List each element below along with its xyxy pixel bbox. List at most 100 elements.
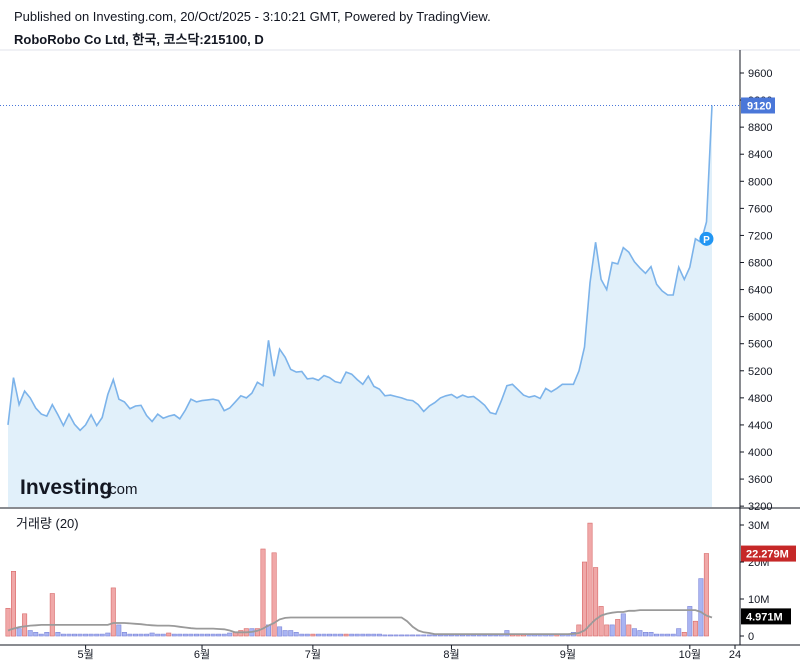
instrument-title: RoboRobo Co Ltd, 한국, 코스닥:215100, D	[14, 32, 264, 47]
volume-bar	[410, 634, 416, 637]
last-price-badge	[741, 97, 775, 114]
volume-bar	[127, 633, 133, 637]
investing-logo: Investing .com	[20, 476, 138, 499]
volume-bar	[692, 620, 698, 637]
volume-bar	[88, 633, 94, 637]
volume-bar	[149, 632, 155, 637]
volume-bar	[221, 633, 227, 637]
volume-bar	[615, 619, 621, 637]
volume-tick-label: 0	[748, 631, 754, 643]
volume-bar	[365, 633, 371, 637]
volume-bar	[681, 631, 687, 637]
price-tick-label: 4000	[748, 447, 772, 459]
time-tick-label: 9월	[560, 648, 576, 661]
volume-bar	[66, 633, 72, 637]
volume-ma-line	[7, 609, 713, 635]
volume-bar	[399, 634, 405, 637]
volume-bar	[277, 626, 283, 637]
volume-bar	[155, 633, 161, 637]
time-tick-label: 7월	[305, 648, 321, 661]
volume-bar	[393, 634, 399, 637]
volume-bar	[665, 633, 671, 637]
volume-bar	[338, 633, 344, 637]
volume-bar	[448, 634, 454, 637]
volume-bar	[94, 633, 100, 637]
volume-bar	[11, 570, 17, 637]
volume-last-badge	[741, 545, 796, 562]
volume-bar	[387, 634, 393, 637]
price-line[interactable]	[7, 105, 713, 432]
volume-bar	[22, 613, 28, 637]
volume-bar	[659, 633, 665, 637]
volume-bar	[49, 593, 55, 637]
volume-bar	[465, 634, 471, 637]
volume-bar	[210, 633, 216, 637]
volume-bar	[110, 587, 116, 637]
volume-bar	[648, 631, 654, 637]
volume-bar	[205, 633, 211, 637]
volume-tick-label: 30M	[748, 520, 769, 532]
volume-bar	[321, 633, 327, 637]
volume-bar	[171, 633, 177, 637]
time-axis: 5월 6월 7월 8월 9월 10월 24	[77, 645, 741, 661]
volume-bar	[670, 633, 676, 637]
volume-bar	[144, 633, 150, 637]
volume-bar	[315, 633, 321, 637]
volume-bar	[77, 633, 83, 637]
volume-bar	[432, 634, 438, 637]
volume-bar	[105, 632, 111, 637]
price-tick-label: 3600	[748, 474, 772, 486]
volume-bar	[476, 634, 482, 637]
volume-bar	[609, 624, 615, 637]
volume-bar	[332, 633, 338, 637]
volume-bar	[482, 634, 488, 637]
price-tick-label: 8000	[748, 176, 772, 188]
volume-bar	[133, 633, 139, 637]
volume-bar	[288, 630, 294, 637]
volume-bar	[593, 567, 599, 637]
volume-bar	[415, 634, 421, 637]
volume-ma-badge	[741, 608, 791, 625]
volume-bar	[459, 634, 465, 637]
price-tick-label: 4800	[748, 393, 772, 405]
volume-bar	[282, 630, 288, 637]
volume-bar	[642, 631, 648, 637]
volume-bar	[421, 634, 427, 637]
volume-bar	[376, 633, 382, 637]
volume-bar	[326, 633, 332, 637]
volume-bar	[27, 630, 33, 637]
volume-bar	[33, 631, 39, 637]
volume-bar	[437, 634, 443, 637]
volume-bar	[310, 633, 316, 637]
volume-bar	[703, 553, 709, 637]
volume-bar	[182, 633, 188, 637]
volume-bar	[16, 628, 22, 637]
volume-bar	[38, 633, 44, 637]
volume-tick-label: 10M	[748, 594, 769, 606]
volume-bar	[260, 548, 266, 637]
volume-bar	[698, 578, 704, 637]
p-marker-label: P	[703, 235, 710, 246]
volume-bar	[199, 633, 205, 637]
volume-bar	[354, 633, 360, 637]
volume-bar	[626, 624, 632, 637]
p-marker-icon[interactable]	[699, 231, 714, 246]
price-tick-label: 4400	[748, 420, 772, 432]
volume-bar	[116, 624, 122, 637]
volume-bar	[653, 633, 659, 637]
volume-bar	[44, 631, 50, 637]
volume-bar	[216, 633, 222, 637]
volume-bar	[177, 633, 183, 637]
volume-bar	[238, 630, 244, 637]
price-tick-label: 5600	[748, 339, 772, 351]
volume-bar	[166, 632, 172, 637]
volume-bar	[271, 552, 277, 637]
volume-bar	[382, 634, 388, 637]
volume-bar	[371, 633, 377, 637]
price-axis: 9600920088008400800076007200680064006000…	[740, 68, 775, 513]
volume-bar	[299, 633, 305, 637]
price-tick-label: 8400	[748, 149, 772, 161]
volume-bar	[138, 633, 144, 637]
